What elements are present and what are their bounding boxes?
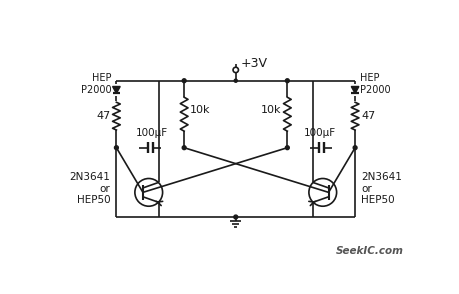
Text: 47: 47 [360,111,375,121]
Circle shape [182,79,186,83]
Polygon shape [112,86,120,93]
Text: 100μF: 100μF [135,128,168,138]
Circle shape [182,146,186,150]
Text: 47: 47 [96,111,110,121]
Circle shape [233,215,237,219]
Circle shape [285,146,289,150]
Text: 2N3641
or
HEP50: 2N3641 or HEP50 [360,172,401,205]
Polygon shape [351,86,358,93]
Circle shape [285,79,289,83]
Circle shape [114,146,118,150]
Text: 2N3641
or
HEP50: 2N3641 or HEP50 [69,172,110,205]
Circle shape [234,79,237,82]
Text: +3V: +3V [240,57,267,70]
Text: HEP
P2000: HEP P2000 [359,73,390,95]
Text: SeekIC.com: SeekIC.com [335,245,403,255]
Text: 10k: 10k [260,105,280,115]
Circle shape [353,146,356,150]
Text: 10k: 10k [190,105,210,115]
Text: HEP
P2000: HEP P2000 [81,73,112,95]
Text: 100μF: 100μF [303,128,335,138]
